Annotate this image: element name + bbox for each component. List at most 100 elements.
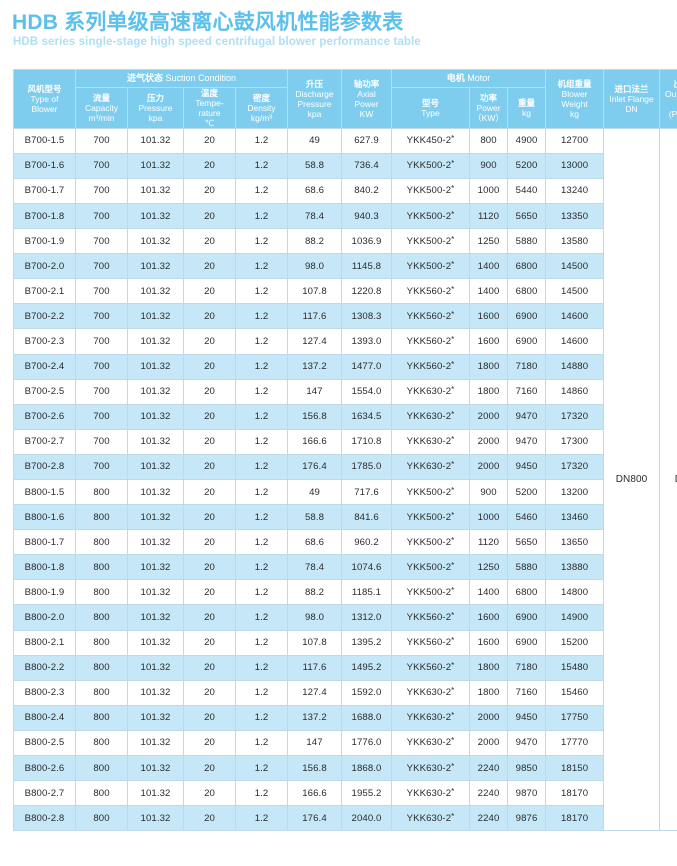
table-cell: 1.2 <box>234 780 289 807</box>
table-cell: 6900 <box>507 629 547 656</box>
cell-blower-type: B700-2.6 <box>13 403 76 430</box>
table-cell: YKK500-2* <box>391 202 471 230</box>
col-blower-weight-en3: kg <box>570 108 580 119</box>
col-capacity-en2: m³/min <box>88 112 115 123</box>
asterisk-marker: * <box>451 611 455 620</box>
table-cell: 20 <box>183 453 236 480</box>
table-cell: YKK560-2* <box>391 303 471 330</box>
table-cell: 101.32 <box>127 579 184 606</box>
table-cell: 101.32 <box>127 679 184 706</box>
table-row: B700-1.8 700 101.32 20 1.2 78.4 940.3 YKK500-2*… <box>13 202 677 230</box>
table-cell: 1800 <box>469 679 509 706</box>
table-cell: 5650 <box>507 202 547 230</box>
asterisk-marker: * <box>451 360 455 370</box>
col-temperature: 温度 Tempe- rature ℃ <box>183 86 236 129</box>
table-cell: 127.4 <box>287 328 343 355</box>
table-cell: YKK500-2* <box>391 554 471 581</box>
table-cell: 800 <box>75 554 128 581</box>
table-cell: 5200 <box>507 152 547 179</box>
col-blower-type-en1: Type of <box>30 93 59 104</box>
table-cell: 13880 <box>545 554 605 581</box>
table-cell: 800 <box>75 704 128 731</box>
table-cell: 101.32 <box>127 127 184 154</box>
table-cell: 800 <box>75 729 128 757</box>
table-cell: 13000 <box>545 152 605 179</box>
table-cell: 1.2 <box>234 428 289 455</box>
col-outlet-flange-en1: Outlet Flange <box>665 88 677 99</box>
table-cell: 800 <box>75 629 128 656</box>
table-row: B700-2.0 700 101.32 20 1.2 98.0 1145.8 YKK500-2… <box>13 253 677 280</box>
table-cell: 4900 <box>507 127 547 154</box>
col-motor-type-en: Type <box>421 107 440 118</box>
col-blower-type-en2: Blower <box>31 103 58 114</box>
table-cell: 166.6 <box>287 428 343 455</box>
table-cell: 1.2 <box>234 328 289 355</box>
table-cell: 1710.8 <box>341 428 393 455</box>
table-cell: 2000 <box>469 704 509 731</box>
table-cell: 15460 <box>545 679 605 706</box>
cell-outlet-flange: DN700 <box>659 127 677 832</box>
table-cell: 9870 <box>507 780 547 807</box>
col-blower-type: 风机型号 Type of Blower <box>13 69 76 129</box>
table-cell: 700 <box>75 127 128 154</box>
table-cell: 5650 <box>507 529 547 556</box>
table-cell: 800 <box>469 127 509 154</box>
table-cell: 58.8 <box>287 152 343 179</box>
table-cell: 6800 <box>507 253 547 280</box>
table-cell: 49 <box>287 478 343 506</box>
table-cell: 20 <box>183 755 236 782</box>
asterisk-marker: * <box>451 410 455 420</box>
table-cell: 14600 <box>545 303 605 330</box>
col-density: 密度 Density kg/m³ <box>234 86 289 129</box>
col-temperature-en3: ℃ <box>204 117 215 128</box>
col-axial-power: 轴功率 Axial Power KW <box>341 69 393 129</box>
table-row: B800-1.7 800 101.32 20 1.2 68.6 960.2 YKK500-2*… <box>13 529 677 556</box>
table-cell: 1.2 <box>234 654 289 681</box>
col-density-en1: Density <box>247 102 276 113</box>
table-row: B700-1.9 700 101.32 20 1.2 88.2 1036.9 YKK500-2… <box>13 228 677 255</box>
col-inlet-flange-en1: Inlet Flange <box>609 93 654 104</box>
table-cell: 101.32 <box>127 529 184 556</box>
table-cell: 2000 <box>469 729 509 757</box>
table-row: B800-2.6 800 101.32 20 1.2 156.8 1868.0 YKK630-… <box>13 755 677 782</box>
col-density-cn: 密度 <box>253 92 271 103</box>
table-cell: 1.2 <box>234 679 289 706</box>
table-cell: 20 <box>183 679 236 706</box>
col-group-motor-cn: 电机 <box>446 73 465 83</box>
table-cell: YKK560-2* <box>391 604 471 631</box>
table-cell: 117.6 <box>287 654 343 681</box>
table-cell: 1800 <box>469 378 509 405</box>
header-row-sub: 流量 Capacity m³/min 压力 Pressure kpa 温度 Te… <box>14 86 677 129</box>
table-cell: 18150 <box>545 755 605 782</box>
table-cell: 1.2 <box>234 228 289 255</box>
cell-blower-type: B800-2.2 <box>13 654 76 681</box>
col-group-suction-en: Suction Condition <box>165 73 237 83</box>
cell-blower-type: B700-2.3 <box>13 328 76 355</box>
table-row: B800-2.8 800 101.32 20 1.2 176.4 2040.0 YKK630-… <box>13 805 677 832</box>
page-title: HDB 系列单级高速离心鼓风机性能参数表 <box>12 11 404 34</box>
table-cell: YKK630-2* <box>391 755 471 782</box>
table-cell: 1.2 <box>234 177 289 204</box>
cell-blower-type: B800-1.6 <box>13 504 76 531</box>
cell-blower-type: B800-2.7 <box>13 780 76 807</box>
table-cell: 1.2 <box>234 504 289 531</box>
col-outlet-flange-en2: DN <box>660 99 677 109</box>
table-cell: 20 <box>183 152 236 179</box>
table-cell: 1250 <box>469 554 509 581</box>
table-cell: 1185.1 <box>341 579 393 606</box>
table-cell: YKK500-2* <box>391 152 471 179</box>
table-cell: 9876 <box>507 805 547 832</box>
table-cell: YKK500-2* <box>391 478 471 506</box>
table-cell: 1800 <box>469 353 509 380</box>
table-cell: 2240 <box>469 805 509 832</box>
table-cell: 18170 <box>545 780 605 807</box>
table-cell: 20 <box>183 579 236 606</box>
table-cell: 9450 <box>507 704 547 731</box>
table-cell: 20 <box>183 303 236 330</box>
table-cell: 20 <box>183 253 236 280</box>
table-cell: 2040.0 <box>341 805 393 832</box>
table-cell: 1.2 <box>234 403 289 430</box>
table-cell: 1395.2 <box>341 629 393 656</box>
table-cell: 176.4 <box>287 805 343 832</box>
table-cell: 6900 <box>507 604 547 631</box>
